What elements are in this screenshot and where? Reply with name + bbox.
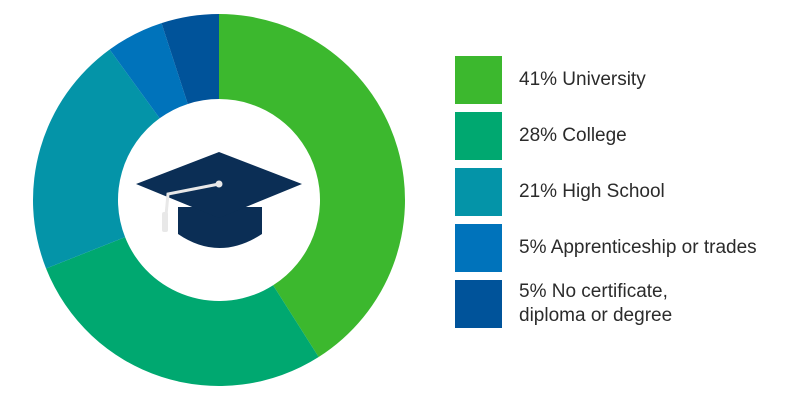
legend-item-apprenticeship: 5% Apprenticeship or trades — [455, 224, 795, 272]
legend-label: 5% Apprenticeship or trades — [519, 237, 757, 258]
legend-item-high-school: 21% High School — [455, 168, 795, 216]
legend-label: 41% University — [519, 69, 646, 90]
legend-swatch — [455, 168, 502, 216]
legend-swatch — [455, 280, 502, 328]
donut-slice-university — [219, 14, 405, 358]
legend: 41% University 28% College 21% High Scho… — [455, 56, 795, 336]
legend-label: 21% High School — [519, 181, 665, 202]
graduation-cap-icon — [136, 152, 302, 248]
donut-slice-college — [46, 237, 319, 386]
legend-item-college: 28% College — [455, 112, 795, 160]
donut-slices — [32, 14, 405, 386]
donut-slice-high-school — [32, 49, 160, 269]
donut-slice-no-certificate-diploma-or-degree — [161, 14, 219, 104]
donut-slice-apprenticeship-or-trades — [109, 23, 188, 119]
legend-item-no-certificate: 5% No certificate, diploma or degree — [455, 280, 795, 328]
legend-swatch — [455, 56, 502, 104]
legend-label: 5% No certificate, diploma or degree — [519, 281, 673, 326]
legend-label: 28% College — [519, 125, 627, 146]
legend-swatch — [455, 224, 502, 272]
legend-item-university: 41% University — [455, 56, 795, 104]
legend-swatch — [455, 112, 502, 160]
